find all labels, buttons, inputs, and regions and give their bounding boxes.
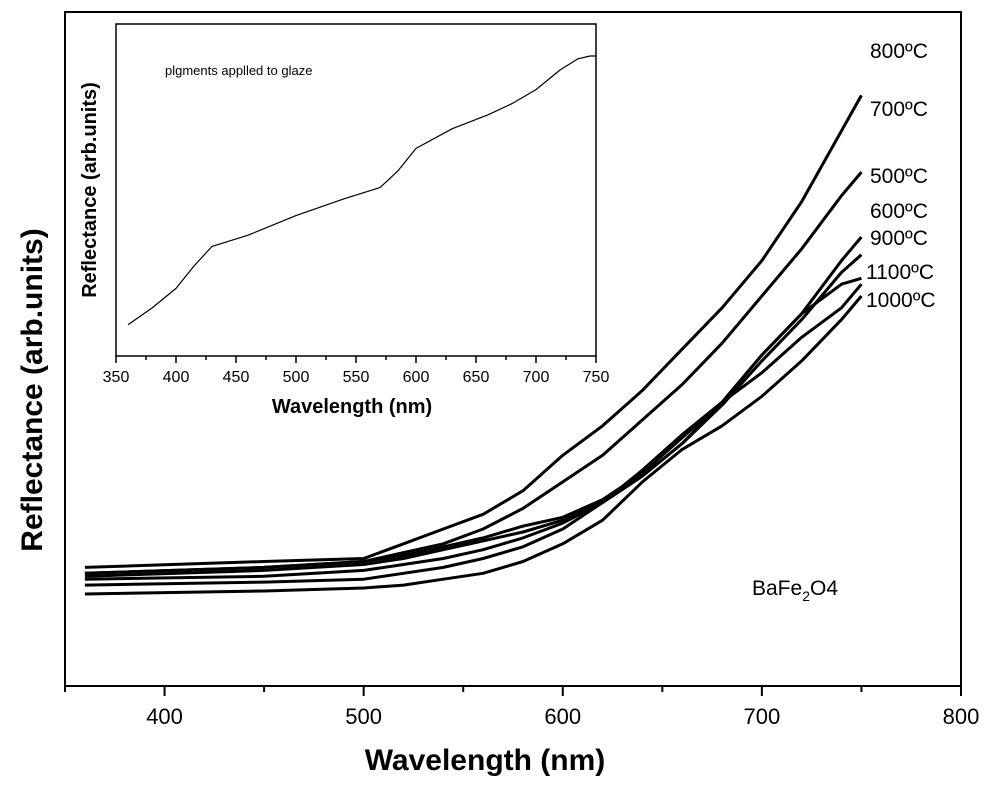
main-series-lines xyxy=(84,94,863,596)
inset-x-tick-label: 450 xyxy=(223,369,250,386)
main-x-axis-ticks xyxy=(64,686,962,696)
main-x-tick-label: 600 xyxy=(544,704,581,729)
main-x-tick-label: 400 xyxy=(146,704,183,729)
series-label-5: 900ºC xyxy=(870,227,928,250)
inset-x-tick-label: 500 xyxy=(283,369,310,386)
inset-series-lines xyxy=(127,55,596,326)
inset-x-tick-label: 350 xyxy=(103,369,130,386)
inset-x-tick-label: 550 xyxy=(343,369,370,386)
compound-annotation: BaFe2O4 xyxy=(752,577,838,604)
inset-x-axis-label: Wavelength (nm) xyxy=(272,396,432,418)
inset-x-axis-tick-labels: 350 400 450 500 550 600 650 700 750 xyxy=(103,369,610,386)
main-x-tick-label: 800 xyxy=(943,704,980,729)
main-series-labels: 800ºC 700ºC 500ºC 600ºC 900ºC 1100ºC 1000ºC xyxy=(866,40,936,312)
main-x-axis-tick-labels: 400 500 600 700 800 xyxy=(146,704,979,729)
inset-x-tick-label: 750 xyxy=(583,369,610,386)
compound-annotation-main: BaFe xyxy=(752,577,802,600)
series-label-7: 1000ºC xyxy=(866,289,936,312)
series-line-5 xyxy=(84,276,862,581)
inset-x-tick-label: 600 xyxy=(403,369,430,386)
main-x-tick-label: 500 xyxy=(345,704,382,729)
compound-annotation-tail: O4 xyxy=(810,577,838,600)
inset-plot-frame xyxy=(115,23,597,357)
series-label-4: 600ºC xyxy=(870,200,928,223)
series-label-6: 1100ºC xyxy=(866,261,934,284)
compound-annotation-subscript: 2 xyxy=(802,588,810,604)
main-y-axis-label: Reflectance (arb.units) xyxy=(16,228,49,551)
series-line-7 xyxy=(84,295,863,596)
main-x-tick-label: 700 xyxy=(744,704,781,729)
series-line-1 xyxy=(84,94,863,569)
main-x-axis-label: Wavelength (nm) xyxy=(365,744,606,777)
inset-x-tick-label: 650 xyxy=(463,369,490,386)
inset-y-axis-label: Reflectance (arb.units) xyxy=(79,82,101,298)
series-label-1: 800ºC xyxy=(870,40,928,63)
inset-annotation: plgments applled to glaze xyxy=(165,63,312,78)
inset-x-axis-ticks xyxy=(115,356,597,363)
series-label-3: 500ºC xyxy=(870,165,928,188)
inset-chart: 350 400 450 500 550 600 650 700 750 plgments app… xyxy=(79,23,610,418)
inset-series-line xyxy=(127,55,596,326)
inset-x-tick-label: 700 xyxy=(523,369,550,386)
main-plot-frame xyxy=(64,11,962,687)
series-line-6 xyxy=(84,283,863,587)
inset-x-tick-label: 400 xyxy=(163,369,190,386)
series-label-2: 700ºC xyxy=(870,98,928,121)
main-chart: 400 500 600 700 800 800ºC 700ºC 500ºC 600ºC 900º… xyxy=(16,11,979,777)
